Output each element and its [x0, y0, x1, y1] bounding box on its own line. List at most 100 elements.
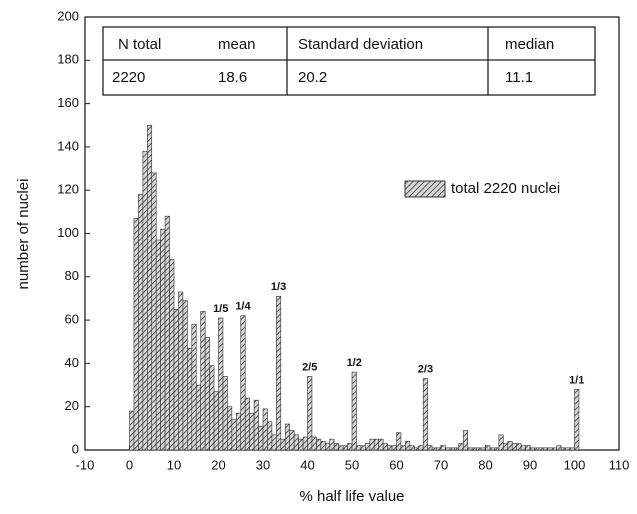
x-tick-label: 0 [126, 457, 133, 472]
bar [258, 425, 264, 451]
bar [489, 447, 495, 451]
bar [405, 441, 411, 451]
bar [511, 443, 517, 451]
bar [302, 436, 308, 451]
annotation: 2/3 [418, 363, 433, 375]
bar [543, 447, 549, 451]
bar [284, 423, 290, 451]
bar [387, 445, 393, 451]
bar [462, 430, 468, 451]
bar [485, 445, 491, 451]
x-tick-label: 10 [167, 457, 181, 472]
bar [195, 384, 201, 451]
bar [333, 443, 339, 451]
bar [454, 447, 460, 451]
stats-table [102, 26, 596, 96]
bar [280, 438, 286, 451]
table-cell: 11.1 [505, 69, 533, 86]
bar [227, 406, 233, 451]
bar [360, 445, 366, 451]
bar [560, 447, 566, 451]
bar [142, 150, 148, 451]
bar [365, 443, 371, 451]
bar [551, 447, 557, 451]
bar [338, 445, 344, 451]
bar [547, 447, 553, 451]
bar [391, 445, 397, 451]
bar [347, 443, 353, 451]
bar [151, 172, 157, 451]
bar [498, 434, 504, 451]
bar [356, 445, 362, 451]
bar [311, 436, 317, 451]
bar [138, 194, 144, 451]
annotation: 2/5 [302, 361, 317, 373]
bar [262, 408, 268, 451]
bar [147, 124, 153, 451]
x-tick-label: 20 [211, 457, 225, 472]
bar [418, 445, 424, 451]
bar [494, 447, 500, 451]
bar [231, 419, 237, 451]
bar [445, 447, 451, 451]
bar [382, 443, 388, 451]
bar [298, 438, 304, 451]
x-tick-label: 30 [256, 457, 270, 472]
y-tick-label: 180 [57, 52, 79, 67]
bar [178, 291, 184, 451]
y-tick-label: 140 [57, 138, 79, 153]
y-tick-label: 160 [57, 95, 79, 110]
bar [422, 378, 428, 451]
bar [574, 389, 580, 451]
bar [516, 443, 522, 451]
bar [191, 324, 197, 451]
bar [182, 300, 188, 451]
x-tick-label: 50 [345, 457, 359, 472]
y-tick-label: 80 [65, 268, 79, 283]
annotation: 1/4 [235, 301, 251, 313]
bar [565, 447, 571, 451]
bar [271, 434, 277, 451]
table-cell: 20.2 [298, 69, 327, 86]
table-header: mean [218, 36, 256, 53]
bar [351, 371, 357, 451]
bar [204, 337, 210, 451]
bar [244, 397, 250, 451]
x-tick-label: 70 [434, 457, 448, 472]
bar [413, 447, 420, 451]
bar [373, 438, 379, 451]
x-tick-label: 60 [389, 457, 403, 472]
bar [471, 447, 477, 451]
bar [525, 445, 531, 451]
bar [520, 445, 526, 451]
bar [307, 376, 313, 451]
bar [316, 438, 322, 451]
bar [129, 410, 135, 451]
bar [502, 443, 509, 451]
table-header: Standard deviation [298, 36, 423, 53]
bar [187, 347, 193, 451]
x-tick-label: 80 [478, 457, 492, 472]
table-cell: 18.6 [218, 69, 247, 86]
bar [160, 228, 166, 451]
bar [293, 434, 299, 451]
bar [169, 259, 175, 451]
x-axis-title: % half life value [299, 488, 404, 505]
y-tick-label: 20 [65, 398, 79, 413]
bar [236, 412, 242, 451]
bar [436, 447, 442, 451]
bar [427, 445, 433, 451]
bar [342, 445, 348, 451]
x-tick-label: 100 [564, 457, 586, 472]
table-header: median [505, 36, 554, 53]
x-tick-label: 90 [523, 457, 537, 472]
annotation: 1/1 [569, 374, 584, 386]
bar [155, 239, 161, 451]
bar [164, 215, 170, 451]
x-tick-label: -10 [76, 457, 95, 472]
bar [289, 430, 295, 451]
bar [538, 447, 544, 451]
table-header: N total [118, 36, 161, 53]
bar [569, 447, 575, 451]
